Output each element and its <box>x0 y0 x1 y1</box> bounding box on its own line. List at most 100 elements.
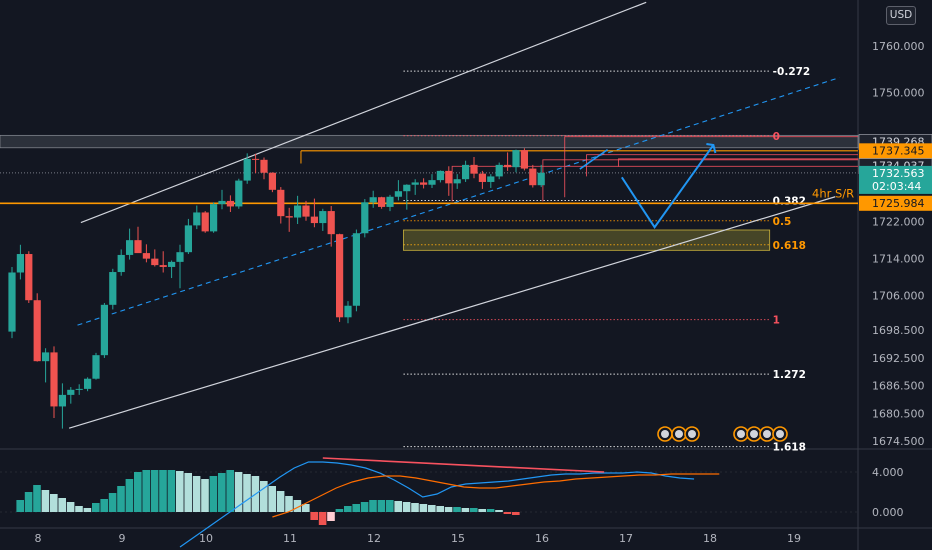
price-tag-3: 1732.563 <box>872 167 925 180</box>
osc-bar-24 <box>218 473 226 512</box>
osc-bar-39 <box>344 506 352 512</box>
candle-body-36 <box>310 216 318 224</box>
fib-label-2: 0.382 <box>773 195 806 207</box>
price-tick-5: 1698.500 <box>872 324 925 337</box>
candle-body-32 <box>277 189 285 217</box>
candle-body-48 <box>411 182 419 185</box>
osc-bar-13 <box>125 479 134 512</box>
event-marker-3[interactable] <box>684 426 700 442</box>
price-tag-bg-1 <box>859 143 932 159</box>
osc-bar-51 <box>444 507 453 512</box>
channel-upper <box>80 1 647 224</box>
price-tick-8: 1680.500 <box>872 407 925 420</box>
candle-body-49 <box>420 182 428 185</box>
time-label-8: 18 <box>703 532 717 545</box>
event-marker-5-flag <box>750 430 758 438</box>
candle-body-7 <box>67 389 75 395</box>
event-marker-6[interactable] <box>759 426 775 442</box>
osc-bar-3 <box>41 490 50 512</box>
candle-body-58 <box>495 164 503 177</box>
candle-body-15 <box>134 240 142 254</box>
candle-body-46 <box>394 191 402 197</box>
candle-body-61 <box>520 150 528 169</box>
candle-body-12 <box>109 272 117 305</box>
candle-body-45 <box>386 196 394 207</box>
event-marker-7[interactable] <box>772 426 788 442</box>
candle-body-42 <box>361 202 369 234</box>
candle-body-47 <box>403 184 411 192</box>
time-label-6: 16 <box>535 532 549 545</box>
macd-line <box>179 461 695 548</box>
drawings: 4hr S/R <box>0 1 858 442</box>
osc-bar-43 <box>377 500 386 512</box>
candle-body-4 <box>42 352 50 362</box>
golden-zone <box>403 229 771 251</box>
fib-label-7: 1.618 <box>773 442 806 454</box>
osc-bar-30 <box>268 486 276 512</box>
osc-bar-22 <box>201 479 209 512</box>
osc-bar-38 <box>335 509 344 512</box>
event-marker-3-flag <box>688 430 696 438</box>
projection-arrowhead <box>706 143 717 154</box>
candle-body-21 <box>184 225 192 253</box>
event-marker-6-flag <box>763 430 771 438</box>
projection-stub <box>579 148 609 170</box>
event-marker-1[interactable] <box>657 426 673 442</box>
candle-body-1 <box>16 254 24 273</box>
price-tag-1: 1737.345 <box>872 144 925 157</box>
divergence-line <box>322 457 605 473</box>
price-tick-9: 1674.500 <box>872 435 925 448</box>
event-marker-2[interactable] <box>671 426 687 442</box>
time-axis: 8 9 10 11 12 15 16 17 18 19 <box>35 532 802 545</box>
time-label-9: 19 <box>787 532 801 545</box>
candle-body-16 <box>142 253 150 259</box>
osc-bar-44 <box>386 500 394 512</box>
price-tick-2: 1722.000 <box>872 216 925 229</box>
candles <box>8 148 545 429</box>
osc-bar-14 <box>134 472 142 512</box>
osc-bar-35 <box>310 512 318 520</box>
osc-bar-45 <box>394 501 402 512</box>
price-tag-bg-3 <box>859 165 932 194</box>
channel-lower <box>68 196 836 429</box>
osc-bar-21 <box>192 476 201 512</box>
event-marker-5[interactable] <box>746 426 762 442</box>
range-box-3 <box>586 154 858 177</box>
candle-body-6 <box>58 394 66 407</box>
candle-body-54 <box>462 164 470 180</box>
osc-bar-49 <box>428 505 436 512</box>
candle-body-52 <box>445 170 453 184</box>
candle-body-43 <box>369 197 377 203</box>
currency-badge[interactable]: USD <box>886 6 916 25</box>
osc-bar-57 <box>495 510 503 512</box>
candle-body-60 <box>512 150 520 168</box>
event-marker-7-flag <box>776 430 784 438</box>
candle-body-3 <box>33 300 41 362</box>
time-label-7: 17 <box>619 532 633 545</box>
osc-tick-1: 0.000 <box>872 506 904 519</box>
candle-body-30 <box>260 159 268 173</box>
candle-body-5 <box>50 352 58 407</box>
countdown-3: 02:03:44 <box>872 180 921 193</box>
osc-bar-33 <box>293 500 302 512</box>
osc-bar-16 <box>150 470 159 512</box>
event-marker-1-flag <box>661 430 669 438</box>
event-marker-4[interactable] <box>733 426 749 442</box>
candle-body-37 <box>319 211 327 224</box>
candle-body-22 <box>193 212 201 226</box>
osc-tick-0: 4.000 <box>872 466 904 479</box>
price-tag-4: 1725.984 <box>872 197 925 210</box>
osc-bar-1 <box>24 492 33 512</box>
projection-path <box>621 144 715 230</box>
event-marker-2-flag <box>675 430 683 438</box>
candle-body-57 <box>487 176 495 182</box>
osc-bar-18 <box>167 470 176 512</box>
osc-bar-53 <box>461 508 470 512</box>
candle-body-39 <box>336 234 344 318</box>
candle-body-17 <box>151 258 159 266</box>
osc-bar-32 <box>285 496 293 512</box>
osc-bar-11 <box>108 493 117 512</box>
